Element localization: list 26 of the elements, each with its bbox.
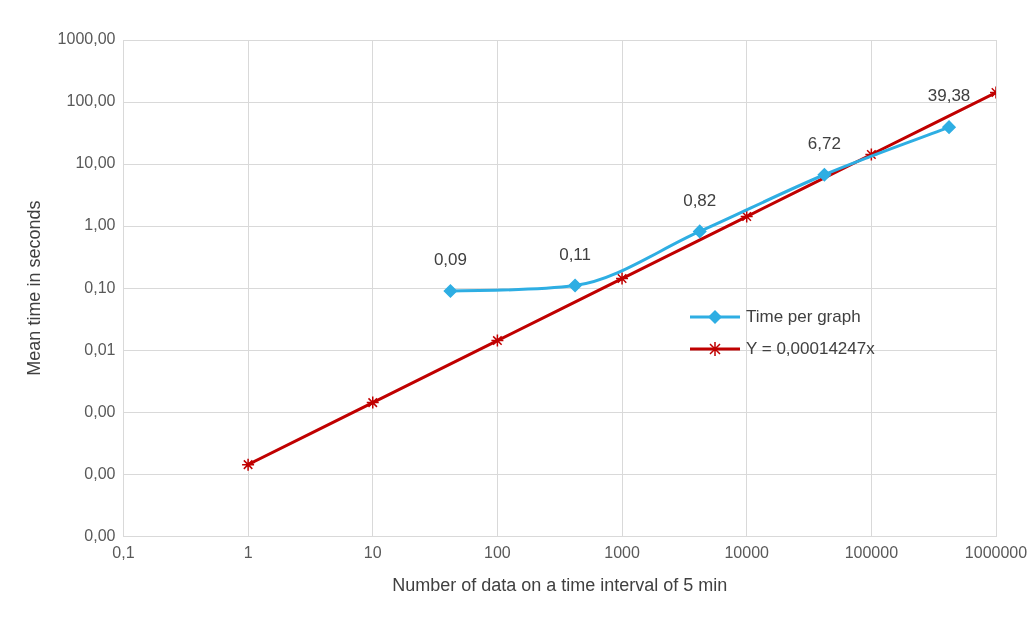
y-tick-label: 0,00 [84, 402, 116, 420]
data-label: 0,82 [683, 190, 717, 210]
y-tick-label: 0,01 [84, 340, 116, 358]
data-label: 39,38 [927, 86, 971, 106]
y-axis-title: Mean time in seconds [23, 200, 44, 376]
x-tick-label: 1000000 [964, 544, 1028, 562]
y-tick-label: 0,00 [84, 526, 116, 544]
x-axis-title: Number of data on a time interval of 5 min [392, 575, 728, 596]
x-tick-label: 10000 [724, 544, 770, 562]
y-tick-label: 0,00 [84, 464, 116, 482]
y-tick-label: 0,10 [84, 278, 116, 296]
y-tick-label: 100,00 [66, 92, 116, 110]
y-tick-label: 1000,00 [57, 30, 116, 48]
legend-label: Time per graph [746, 307, 861, 327]
x-tick-label: 10 [363, 544, 382, 562]
x-tick-label: 100 [484, 544, 511, 562]
y-tick-label: 1,00 [84, 216, 116, 234]
data-label: 0,09 [433, 250, 467, 270]
x-tick-label: 100000 [844, 544, 899, 562]
x-tick-label: 1 [243, 544, 253, 562]
y-tick-label: 10,00 [75, 154, 116, 172]
data-label: 6,72 [807, 133, 841, 153]
data-label: 0,11 [559, 244, 591, 264]
x-tick-label: 1000 [604, 544, 640, 562]
x-tick-label: 0,1 [112, 544, 135, 562]
legend-label: Y = 0,00014247x [746, 339, 875, 359]
